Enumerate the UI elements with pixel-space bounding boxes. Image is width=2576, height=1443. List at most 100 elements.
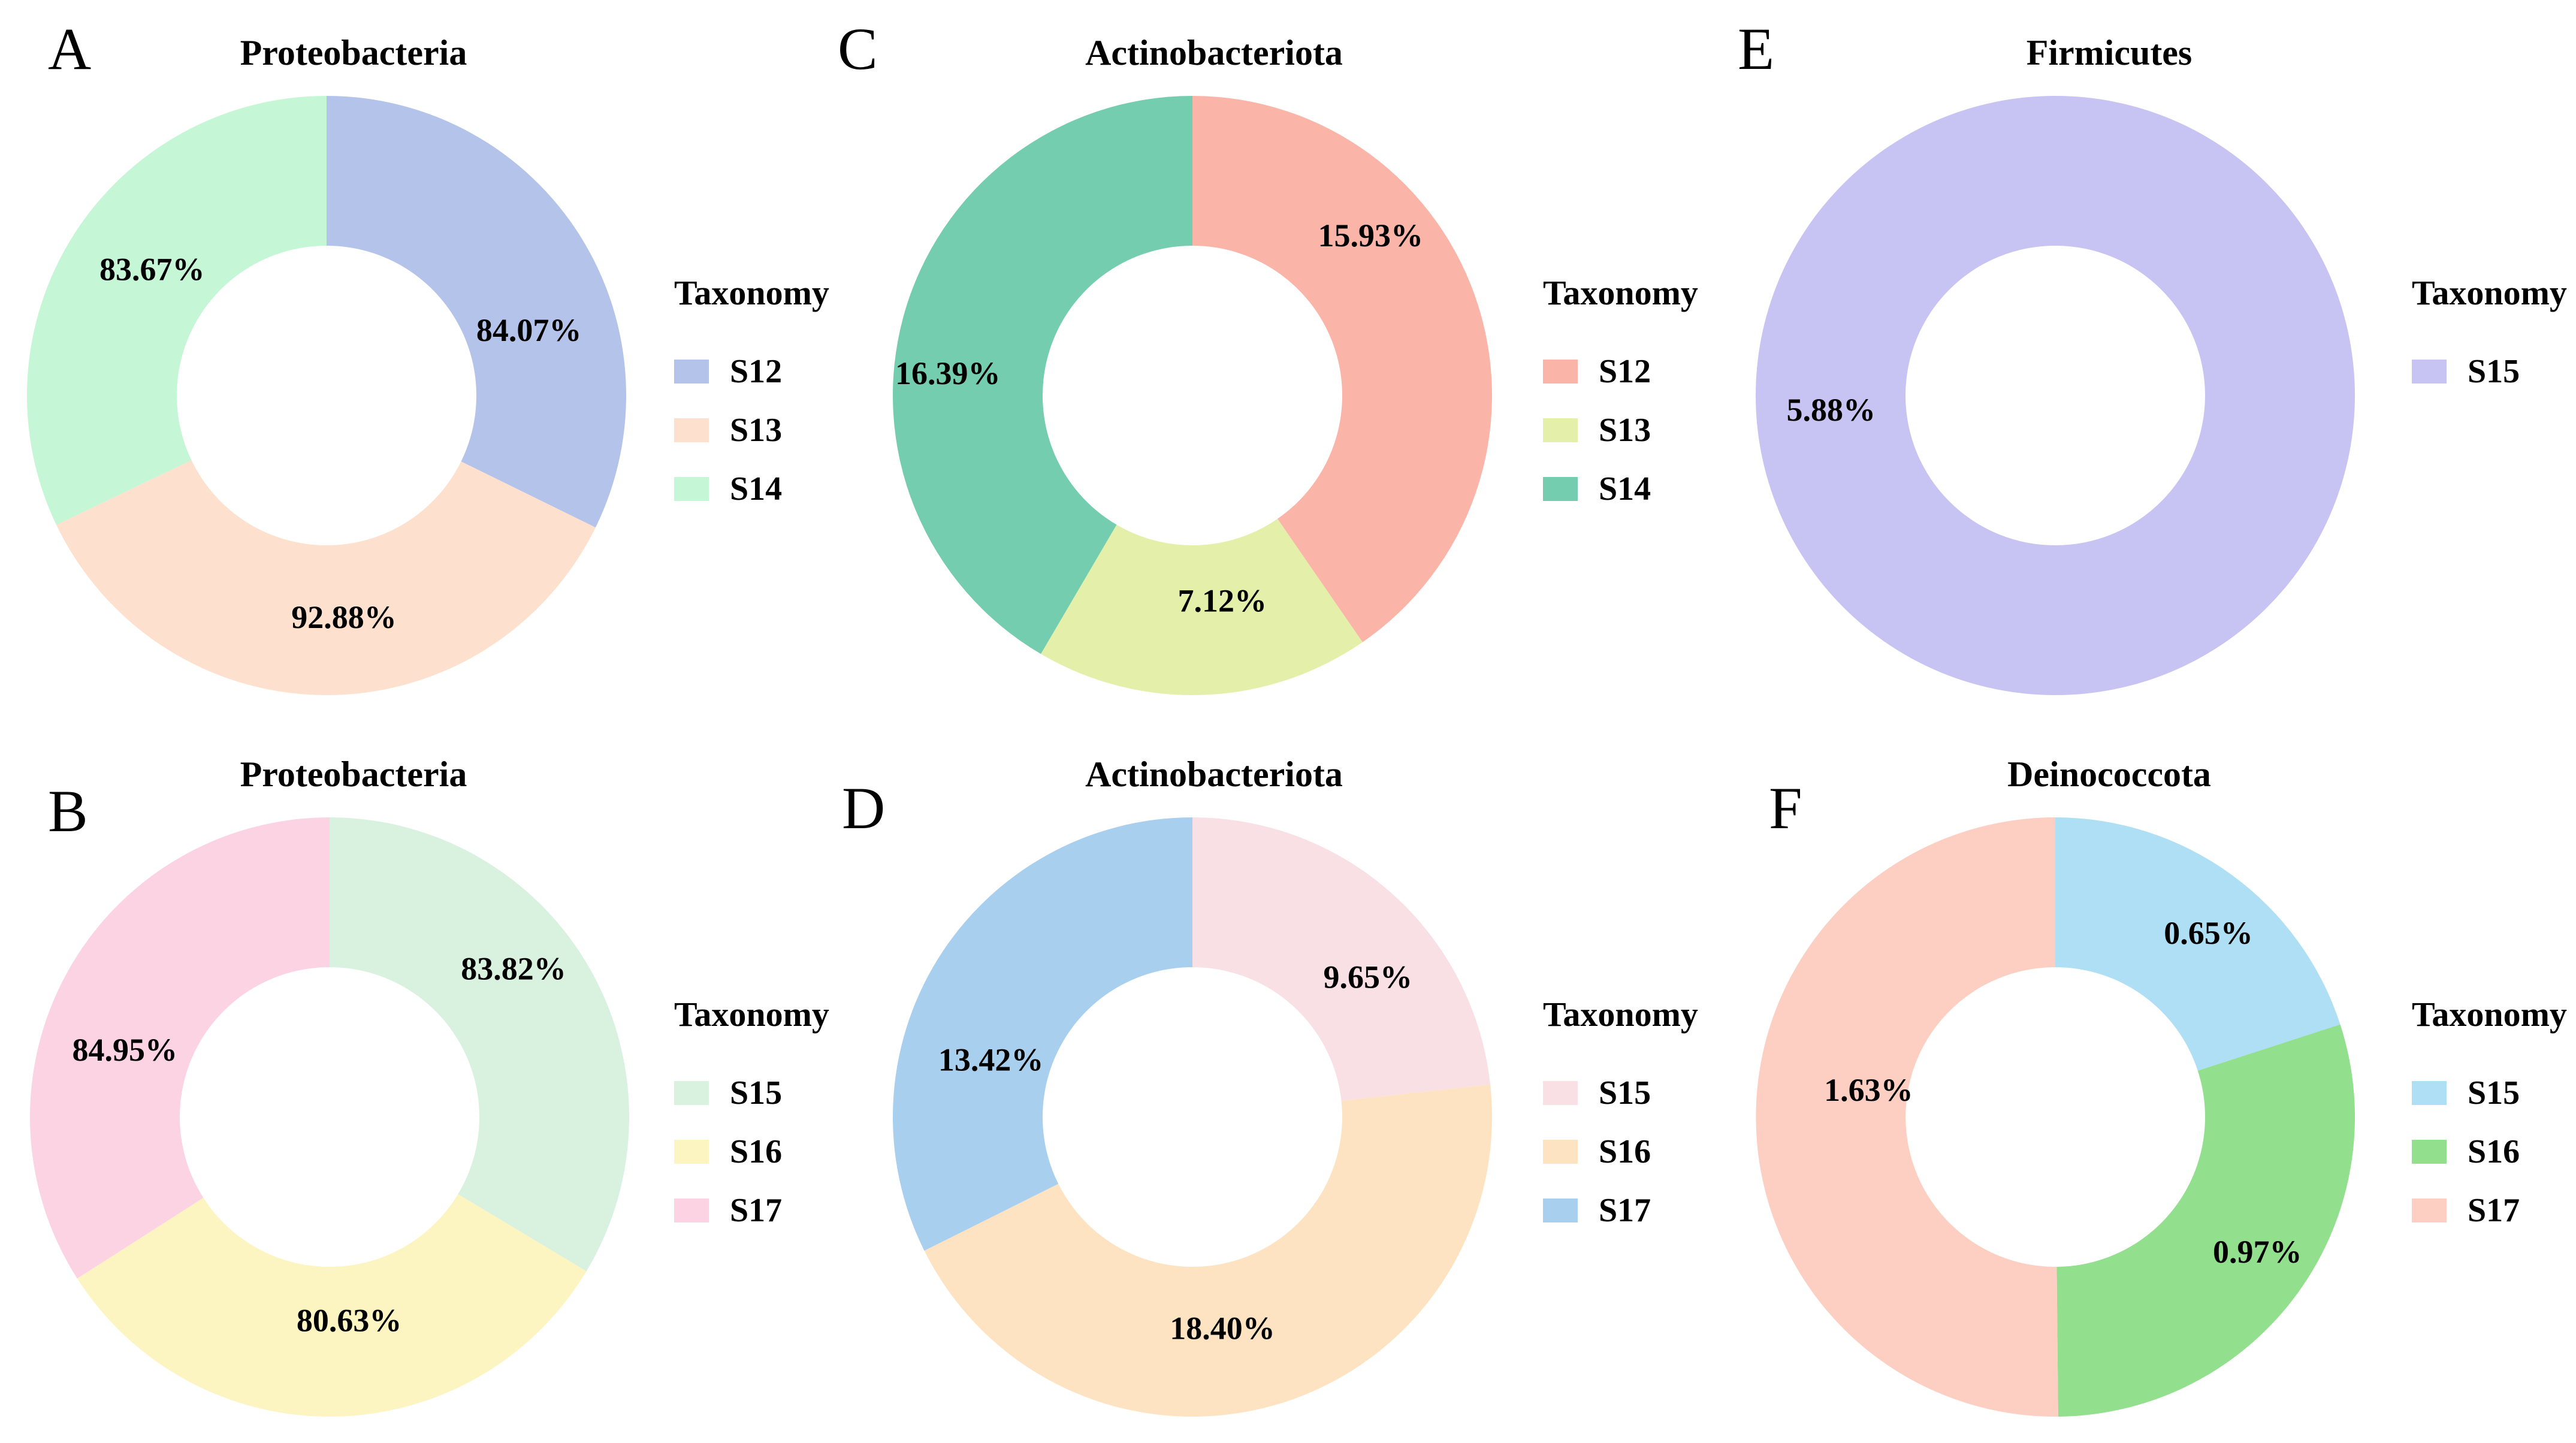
legend-label-s16: S16 [1599,1133,1651,1170]
legend-item-s12: S12 [1543,353,1723,390]
legend-swatch-s17 [674,1199,709,1222]
panel-b: B Proteobacteria 83.82% 80.63% 84.95% Taxo… [0,722,859,1443]
panel-letter-a: A [48,16,92,82]
legend-d: Taxonomy S15 S16 S17 [1543,994,1723,1257]
chart-title-d: Actinobacteriota [1085,754,1343,794]
slice-label-s13: 7.12% [1178,582,1267,618]
legend-swatch-s15 [1543,1081,1578,1105]
legend-title: Taxonomy [1543,273,1698,312]
pie-slice-s16 [77,1194,587,1417]
legend-label-s17: S17 [730,1192,783,1229]
legend-swatch-s15 [2412,360,2447,384]
legend-b: Taxonomy S15 S16 S17 [674,994,854,1257]
legend-items: S15 S16 S17 [2412,1074,2576,1229]
pie-slice-s15 [1192,817,1491,1101]
donut-chart-a: 84.07% 92.88% 83.67% [26,96,627,696]
legend-item-s12: S12 [674,353,854,390]
slice-label-s15: 0.65% [2164,915,2253,951]
legend-item-s15: S15 [1543,1074,1723,1112]
legend-a: Taxonomy S12 S13 S14 [674,273,854,536]
pie-slice-s17 [30,817,330,1279]
legend-label-s17: S17 [2468,1192,2520,1229]
legend-swatch-s16 [674,1140,709,1164]
pie-slice-s16 [924,1084,1493,1417]
pie-slice-s15 [2055,817,2341,1071]
slice-label-s13: 92.88% [291,599,397,635]
legend-swatch-s17 [2412,1199,2447,1222]
legend-label-s16: S16 [730,1133,783,1170]
slice-label-s14: 16.39% [895,355,1001,391]
legend-item-s14: S14 [1543,470,1723,508]
legend-swatch-s12 [674,360,709,384]
legend-label-s15: S15 [730,1074,783,1112]
legend-label-s12: S12 [730,353,783,390]
legend-label-s14: S14 [730,470,783,508]
legend-item-s15: S15 [674,1074,854,1112]
legend-label-s15: S15 [1599,1074,1651,1112]
legend-item-s17: S17 [674,1192,854,1229]
slice-label-s12: 15.93% [1318,218,1424,253]
legend-f: Taxonomy S15 S16 S17 [2412,994,2576,1257]
legend-swatch-s13 [1543,418,1578,442]
legend-label-s16: S16 [2468,1133,2520,1170]
legend-label-s15: S15 [2468,353,2520,390]
legend-swatch-s13 [674,418,709,442]
legend-items: S15 [2412,353,2576,390]
legend-item-s15: S15 [2412,1074,2576,1112]
chart-title-a: Proteobacteria [240,33,467,73]
legend-title: Taxonomy [674,273,829,312]
panel-letter-b: B [48,778,88,844]
chart-title-c: Actinobacteriota [1085,33,1343,73]
slice-label-s15: 9.65% [1323,959,1412,995]
legend-swatch-s16 [1543,1140,1578,1164]
donut-chart-f: 0.65% 0.97% 1.63% [1756,817,2355,1417]
pie-slice-s15 [330,817,629,1272]
legend-label-s15: S15 [2468,1074,2520,1112]
legend-swatch-s14 [1543,477,1578,501]
pie-slice-s17 [1756,817,2058,1417]
pie-slice-s14 [892,96,1192,654]
legend-title: Taxonomy [1543,995,1698,1034]
slice-label-s17: 1.63% [1824,1072,1913,1108]
panel-letter-f: F [1769,775,1802,841]
panel-f: F Deinococcota 0.65% 0.97% 1.63% Taxonomy … [1717,722,2576,1443]
legend-item-s17: S17 [2412,1192,2576,1229]
donut-chart-b: 83.82% 80.63% 84.95% [30,817,629,1417]
panel-letter-e: E [1738,16,1775,82]
legend-item-s15: S15 [2412,353,2576,390]
slice-label-s16: 80.63% [297,1302,402,1338]
slice-label-s12: 84.07% [476,312,582,348]
slice-label-s15: 5.88% [1786,392,1876,428]
legend-item-s16: S16 [1543,1133,1723,1170]
legend-label-s12: S12 [1599,353,1651,390]
legend-title: Taxonomy [2412,995,2567,1034]
pie-slice-s13 [56,460,596,696]
legend-item-s13: S13 [1543,412,1723,449]
legend-label-s17: S17 [1599,1192,1651,1229]
legend-label-s13: S13 [1599,412,1651,449]
panel-c: C Actinobacteriota 15.93% 7.12% 16.39% Tax… [838,0,1717,722]
panel-letter-d: D [842,775,886,841]
pie-slice-s12 [327,96,627,528]
pie-slice-s13 [1041,518,1363,696]
legend-items: S12 S13 S14 [1543,353,1723,508]
donut-chart-e: 5.88% [1756,96,2355,695]
slice-label-s17: 84.95% [72,1032,177,1068]
donut-chart-d: 9.65% 18.40% 13.42% [893,817,1493,1417]
slice-label-s16: 0.97% [2213,1234,2302,1270]
pie-slice-s12 [1192,96,1493,642]
legend-swatch-s17 [1543,1199,1578,1222]
legend-e: Taxonomy S15 [2412,273,2576,418]
legend-item-s13: S13 [674,412,854,449]
panel-d: D Actinobacteriota 9.65% 18.40% 13.42% Tax… [842,722,1717,1443]
legend-title: Taxonomy [2412,273,2567,312]
legend-title: Taxonomy [674,995,829,1034]
legend-item-s16: S16 [2412,1133,2576,1170]
chart-title-e: Firmicutes [2026,33,2193,73]
slice-label-s16: 18.40% [1170,1310,1275,1346]
panel-e: E Firmicutes 5.88% Taxonomy S15 [1717,0,2576,722]
legend-item-s16: S16 [674,1133,854,1170]
legend-label-s14: S14 [1599,470,1651,508]
legend-label-s13: S13 [730,412,783,449]
